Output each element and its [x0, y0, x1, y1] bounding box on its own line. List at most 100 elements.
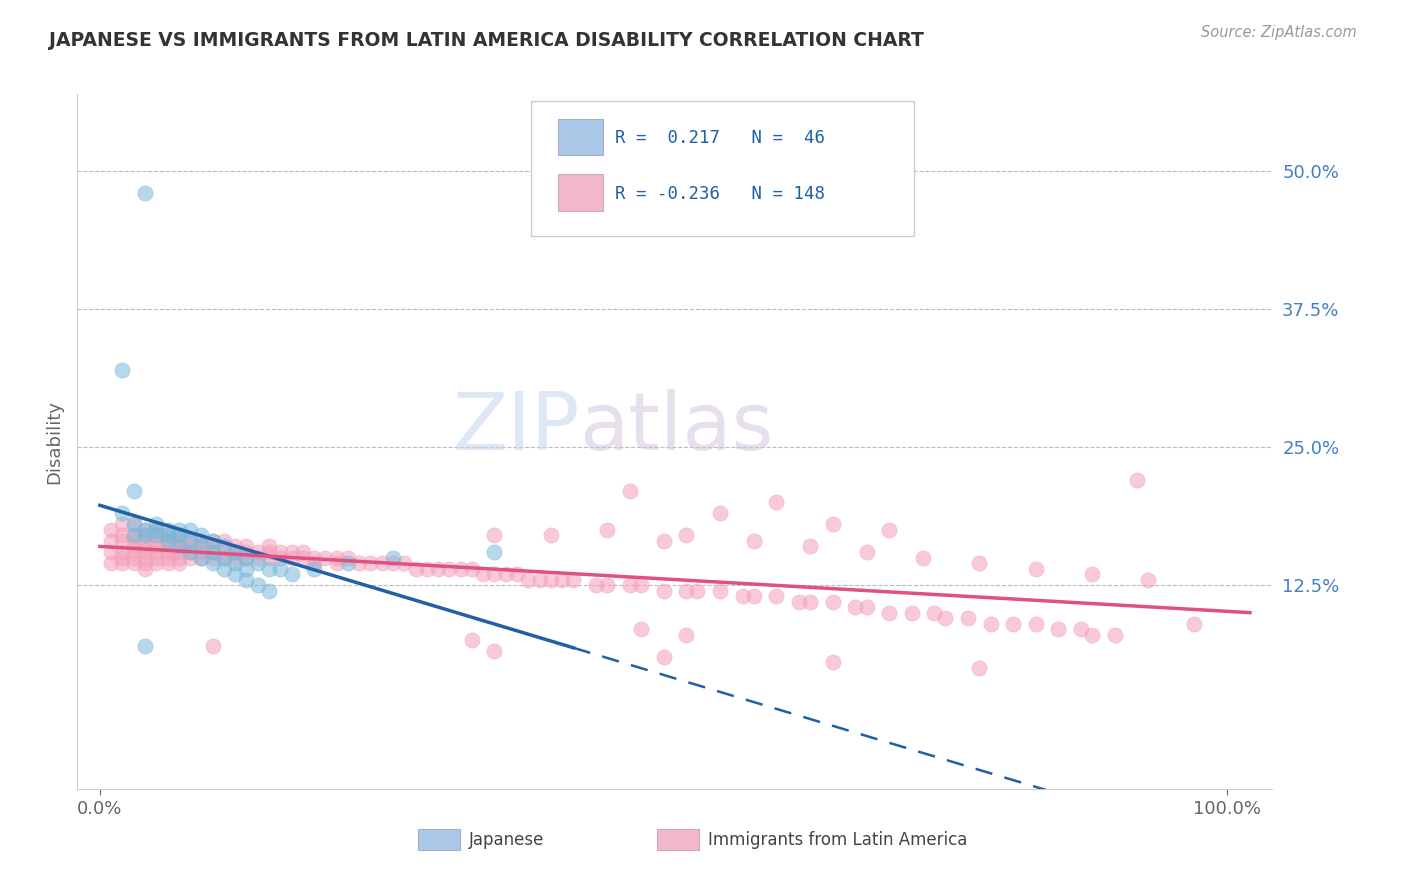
- Text: Japanese: Japanese: [470, 830, 544, 848]
- Point: [167, 556, 190, 570]
- Point: [167, 550, 190, 565]
- Point: [167, 540, 190, 554]
- Point: [246, 556, 269, 570]
- Point: [156, 540, 179, 554]
- Bar: [558, 174, 603, 211]
- Point: [742, 589, 765, 603]
- Point: [134, 561, 156, 575]
- Point: [111, 550, 134, 565]
- Point: [257, 545, 280, 559]
- Point: [302, 561, 325, 575]
- Point: [336, 556, 359, 570]
- Point: [224, 567, 246, 582]
- Point: [325, 556, 347, 570]
- Point: [956, 611, 979, 625]
- Point: [484, 644, 506, 658]
- Point: [506, 567, 529, 582]
- Point: [484, 528, 506, 542]
- Point: [111, 545, 134, 559]
- Point: [134, 556, 156, 570]
- Point: [167, 523, 190, 537]
- Point: [179, 533, 201, 548]
- Point: [134, 639, 156, 653]
- Point: [472, 567, 495, 582]
- Point: [1047, 622, 1070, 636]
- Point: [900, 606, 922, 620]
- Point: [212, 561, 235, 575]
- Point: [291, 550, 314, 565]
- Point: [246, 545, 269, 559]
- Point: [302, 550, 325, 565]
- Point: [145, 517, 167, 532]
- Point: [269, 545, 291, 559]
- Point: [134, 528, 156, 542]
- Point: [201, 533, 224, 548]
- Point: [540, 573, 562, 587]
- Text: JAPANESE VS IMMIGRANTS FROM LATIN AMERICA DISABILITY CORRELATION CHART: JAPANESE VS IMMIGRANTS FROM LATIN AMERIC…: [49, 31, 924, 50]
- Point: [596, 578, 619, 592]
- Point: [1002, 616, 1025, 631]
- Point: [122, 540, 145, 554]
- Point: [111, 528, 134, 542]
- Point: [145, 556, 167, 570]
- Point: [855, 545, 877, 559]
- Point: [675, 528, 697, 542]
- Point: [652, 583, 675, 598]
- Point: [652, 533, 675, 548]
- Point: [969, 661, 991, 675]
- Point: [922, 606, 945, 620]
- Point: [709, 506, 731, 520]
- Point: [280, 567, 302, 582]
- Point: [156, 556, 179, 570]
- Point: [167, 540, 190, 554]
- Point: [427, 561, 450, 575]
- Point: [1081, 628, 1104, 642]
- Point: [100, 556, 122, 570]
- Point: [212, 550, 235, 565]
- Point: [314, 550, 336, 565]
- Point: [134, 523, 156, 537]
- Point: [224, 550, 246, 565]
- Point: [1025, 561, 1047, 575]
- Point: [562, 573, 585, 587]
- Point: [765, 495, 787, 509]
- Point: [201, 556, 224, 570]
- Point: [179, 540, 201, 554]
- Point: [596, 523, 619, 537]
- Point: [190, 528, 212, 542]
- Point: [156, 545, 179, 559]
- Point: [190, 545, 212, 559]
- Y-axis label: Disability: Disability: [45, 400, 63, 483]
- Point: [405, 561, 427, 575]
- Point: [382, 550, 405, 565]
- Point: [585, 578, 607, 592]
- Point: [619, 484, 641, 499]
- Point: [844, 600, 866, 615]
- Point: [145, 545, 167, 559]
- Point: [145, 540, 167, 554]
- Point: [156, 523, 179, 537]
- Point: [821, 595, 844, 609]
- Text: ZIP: ZIP: [451, 389, 579, 467]
- Point: [709, 583, 731, 598]
- Point: [145, 533, 167, 548]
- Point: [145, 523, 167, 537]
- Text: R =  0.217   N =  46: R = 0.217 N = 46: [616, 129, 825, 147]
- Point: [122, 528, 145, 542]
- Point: [269, 550, 291, 565]
- Point: [167, 528, 190, 542]
- Point: [201, 639, 224, 653]
- Point: [257, 561, 280, 575]
- Point: [190, 540, 212, 554]
- Bar: [558, 119, 603, 155]
- Point: [731, 589, 754, 603]
- Bar: [418, 829, 460, 850]
- Point: [145, 523, 167, 537]
- Point: [799, 540, 821, 554]
- Bar: [657, 829, 699, 850]
- Point: [257, 583, 280, 598]
- Point: [167, 533, 190, 548]
- Point: [246, 550, 269, 565]
- Point: [1081, 567, 1104, 582]
- Point: [359, 556, 381, 570]
